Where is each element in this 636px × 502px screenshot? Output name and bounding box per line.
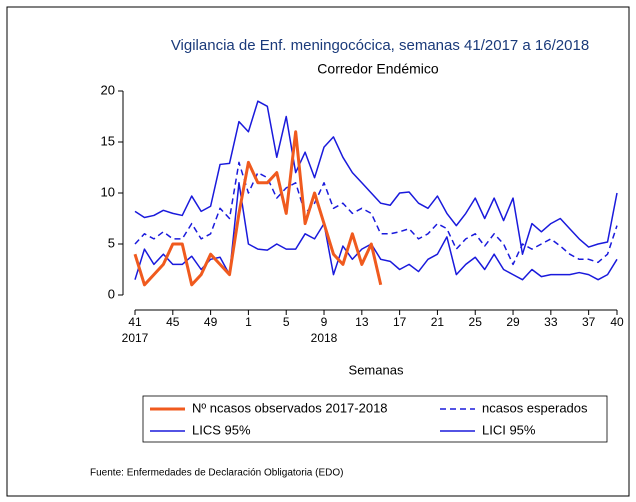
y-tick-label: 15 [101, 133, 115, 148]
x-tick-label: 37 [582, 315, 596, 329]
legend-box [142, 395, 608, 443]
x-tick-label: 40 [610, 315, 624, 329]
legend-label: ncasos esperados [482, 400, 588, 415]
x-tick-label: 29 [506, 315, 520, 329]
y-tick-label: 5 [108, 235, 115, 250]
x-tick-label: 13 [355, 315, 369, 329]
legend-label: Nº ncasos observados 2017-2018 [192, 400, 388, 415]
frame [6, 6, 630, 497]
x-axis-label: Semanas [349, 362, 404, 377]
x-tick-label: 41 [128, 315, 142, 329]
x-tick-label: 9 [321, 315, 328, 329]
series-line [133, 130, 383, 287]
x-tick-label: 1 [245, 315, 252, 329]
x-tick-label: 49 [204, 315, 218, 329]
x-tick-label: 17 [393, 315, 407, 329]
y-tick-label: 10 [101, 184, 115, 199]
x-sublabel: 2018 [311, 331, 338, 345]
y-tick-label: 20 [101, 82, 115, 97]
x-tick-label: 45 [166, 315, 180, 329]
x-tick-label: 25 [469, 315, 483, 329]
chart-title: Vigilancia de Enf. meningocócica, semana… [171, 37, 589, 54]
legend-label: LICS 95% [192, 422, 251, 437]
y-tick-label: 0 [108, 286, 115, 301]
source-note: Fuente: Enfermedades de Declaración Obli… [90, 468, 343, 479]
x-sublabel: 2017 [122, 331, 149, 345]
x-tick-label: 33 [544, 315, 558, 329]
legend-label: LICI 95% [482, 422, 536, 437]
x-tick-label: 5 [283, 315, 290, 329]
chart-subtitle: Corredor Endémico [317, 61, 439, 77]
x-tick-label: 21 [431, 315, 445, 329]
series-line [134, 161, 618, 266]
series-line [134, 100, 618, 255]
